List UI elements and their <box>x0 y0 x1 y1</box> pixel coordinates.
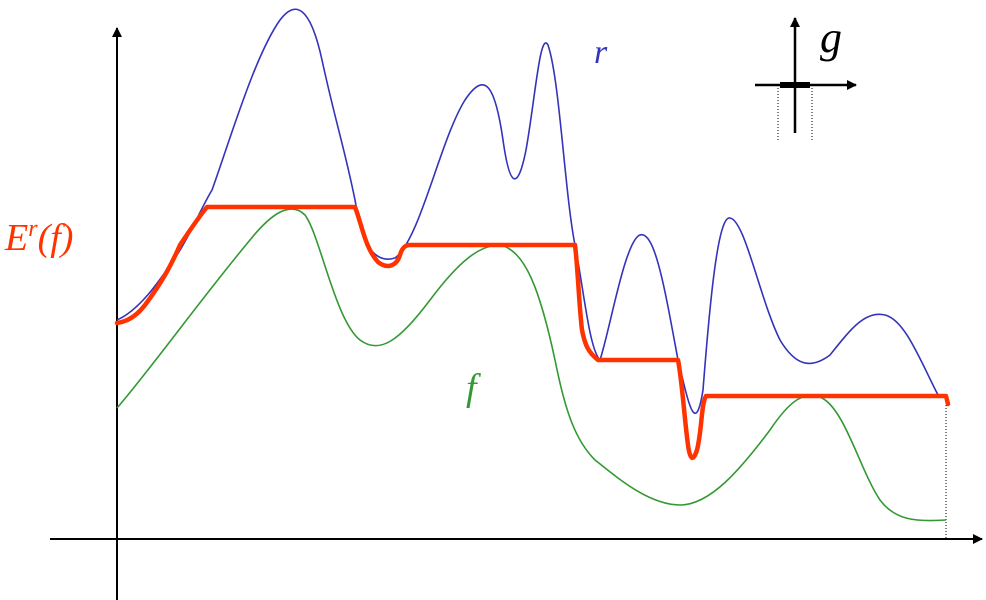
r-label: r <box>594 34 608 71</box>
erosion-label-superscript: r <box>28 216 38 242</box>
f-label: f <box>466 367 481 409</box>
f-curve <box>116 208 947 522</box>
erosion-label-E: E <box>4 217 28 259</box>
r-curve <box>116 8 939 415</box>
erosion-curve <box>114 204 951 460</box>
erosion-label-argument: (f) <box>38 217 74 259</box>
structuring-element-icon <box>755 17 857 140</box>
erosion-label: Er(f) <box>4 216 73 259</box>
g-label: g <box>820 13 842 62</box>
